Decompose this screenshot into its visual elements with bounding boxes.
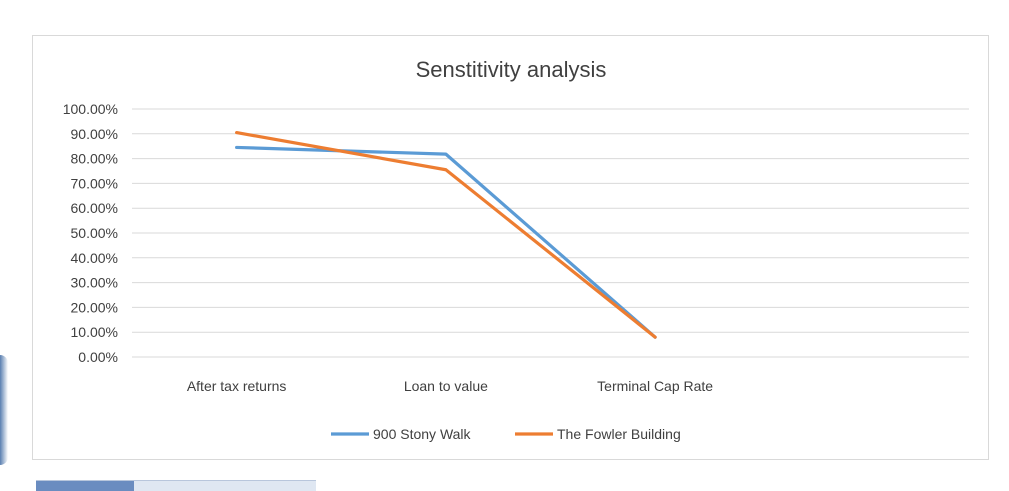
chart-title: Senstitivity analysis — [416, 57, 607, 82]
legend: 900 Stony Walk The Fowler Building — [331, 426, 681, 442]
y-tick-label: 40.00% — [71, 250, 118, 266]
x-tick-label: After tax returns — [187, 378, 287, 394]
chart-area: Senstitivity analysis 0.00% 10.00% 20.00% 3… — [32, 35, 989, 460]
y-tick-label: 0.00% — [78, 349, 118, 365]
y-tick-label: 80.00% — [71, 151, 118, 167]
legend-label: The Fowler Building — [557, 426, 681, 442]
y-tick-label: 20.00% — [71, 299, 118, 315]
y-tick-label: 30.00% — [71, 275, 118, 291]
x-tick-label: Terminal Cap Rate — [597, 378, 713, 394]
series-line-1 — [235, 145, 657, 339]
series-lines — [235, 130, 657, 339]
y-tick-label: 90.00% — [71, 126, 118, 142]
x-tick-label: Loan to value — [404, 378, 488, 394]
window-edge-shadow — [0, 355, 8, 465]
x-axis-ticks: After tax returns Loan to value Terminal C… — [187, 378, 713, 394]
legend-label: 900 Stony Walk — [373, 426, 472, 442]
series-line-2 — [235, 130, 657, 339]
y-axis-ticks: 0.00% 10.00% 20.00% 30.00% 40.00% 50.00% 60.00… — [63, 101, 118, 365]
y-tick-label: 70.00% — [71, 175, 118, 191]
horizontal-scrollbar[interactable] — [36, 480, 316, 491]
line-chart: Senstitivity analysis 0.00% 10.00% 20.00% 3… — [63, 57, 969, 442]
y-tick-label: 100.00% — [63, 101, 118, 117]
y-tick-label: 60.00% — [71, 200, 118, 216]
gridlines — [132, 108, 969, 358]
y-tick-label: 10.00% — [71, 324, 118, 340]
y-tick-label: 50.00% — [71, 225, 118, 241]
